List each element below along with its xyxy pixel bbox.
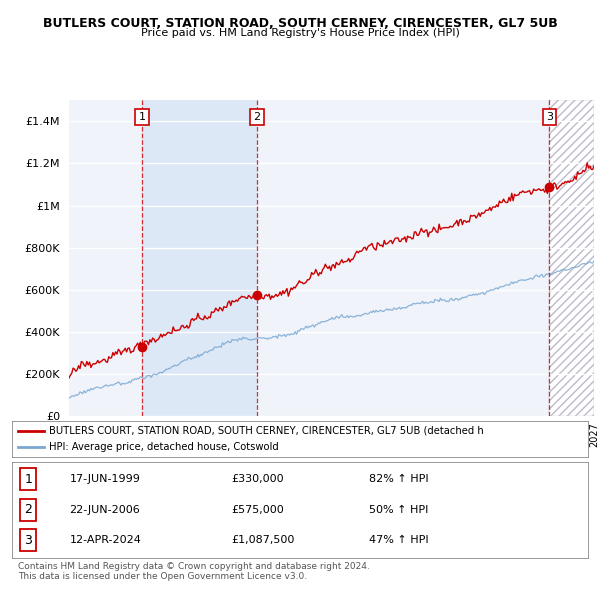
Text: This data is licensed under the Open Government Licence v3.0.: This data is licensed under the Open Gov…	[18, 572, 307, 581]
Text: 1: 1	[139, 112, 146, 122]
Text: BUTLERS COURT, STATION ROAD, SOUTH CERNEY, CIRENCESTER, GL7 5UB (detached h: BUTLERS COURT, STATION ROAD, SOUTH CERNE…	[49, 425, 484, 435]
Text: 3: 3	[24, 534, 32, 547]
Text: £1,087,500: £1,087,500	[231, 535, 294, 545]
Text: 22-JUN-2006: 22-JUN-2006	[70, 505, 140, 514]
Text: Contains HM Land Registry data © Crown copyright and database right 2024.: Contains HM Land Registry data © Crown c…	[18, 562, 370, 571]
Text: 82% ↑ HPI: 82% ↑ HPI	[369, 474, 429, 484]
Text: HPI: Average price, detached house, Cotswold: HPI: Average price, detached house, Cots…	[49, 442, 279, 453]
Text: 17-JUN-1999: 17-JUN-1999	[70, 474, 140, 484]
Text: 2: 2	[253, 112, 260, 122]
Text: 3: 3	[546, 112, 553, 122]
Text: 2: 2	[24, 503, 32, 516]
Text: £575,000: £575,000	[231, 505, 284, 514]
Bar	[550, 100, 594, 416]
Text: 47% ↑ HPI: 47% ↑ HPI	[369, 535, 429, 545]
Text: Price paid vs. HM Land Registry's House Price Index (HPI): Price paid vs. HM Land Registry's House …	[140, 28, 460, 38]
Text: 12-APR-2024: 12-APR-2024	[70, 535, 142, 545]
Text: BUTLERS COURT, STATION ROAD, SOUTH CERNEY, CIRENCESTER, GL7 5UB: BUTLERS COURT, STATION ROAD, SOUTH CERNE…	[43, 17, 557, 30]
Bar	[550, 100, 594, 416]
Text: £330,000: £330,000	[231, 474, 284, 484]
Text: 1: 1	[24, 473, 32, 486]
Bar	[142, 100, 257, 416]
Text: 50% ↑ HPI: 50% ↑ HPI	[369, 505, 428, 514]
